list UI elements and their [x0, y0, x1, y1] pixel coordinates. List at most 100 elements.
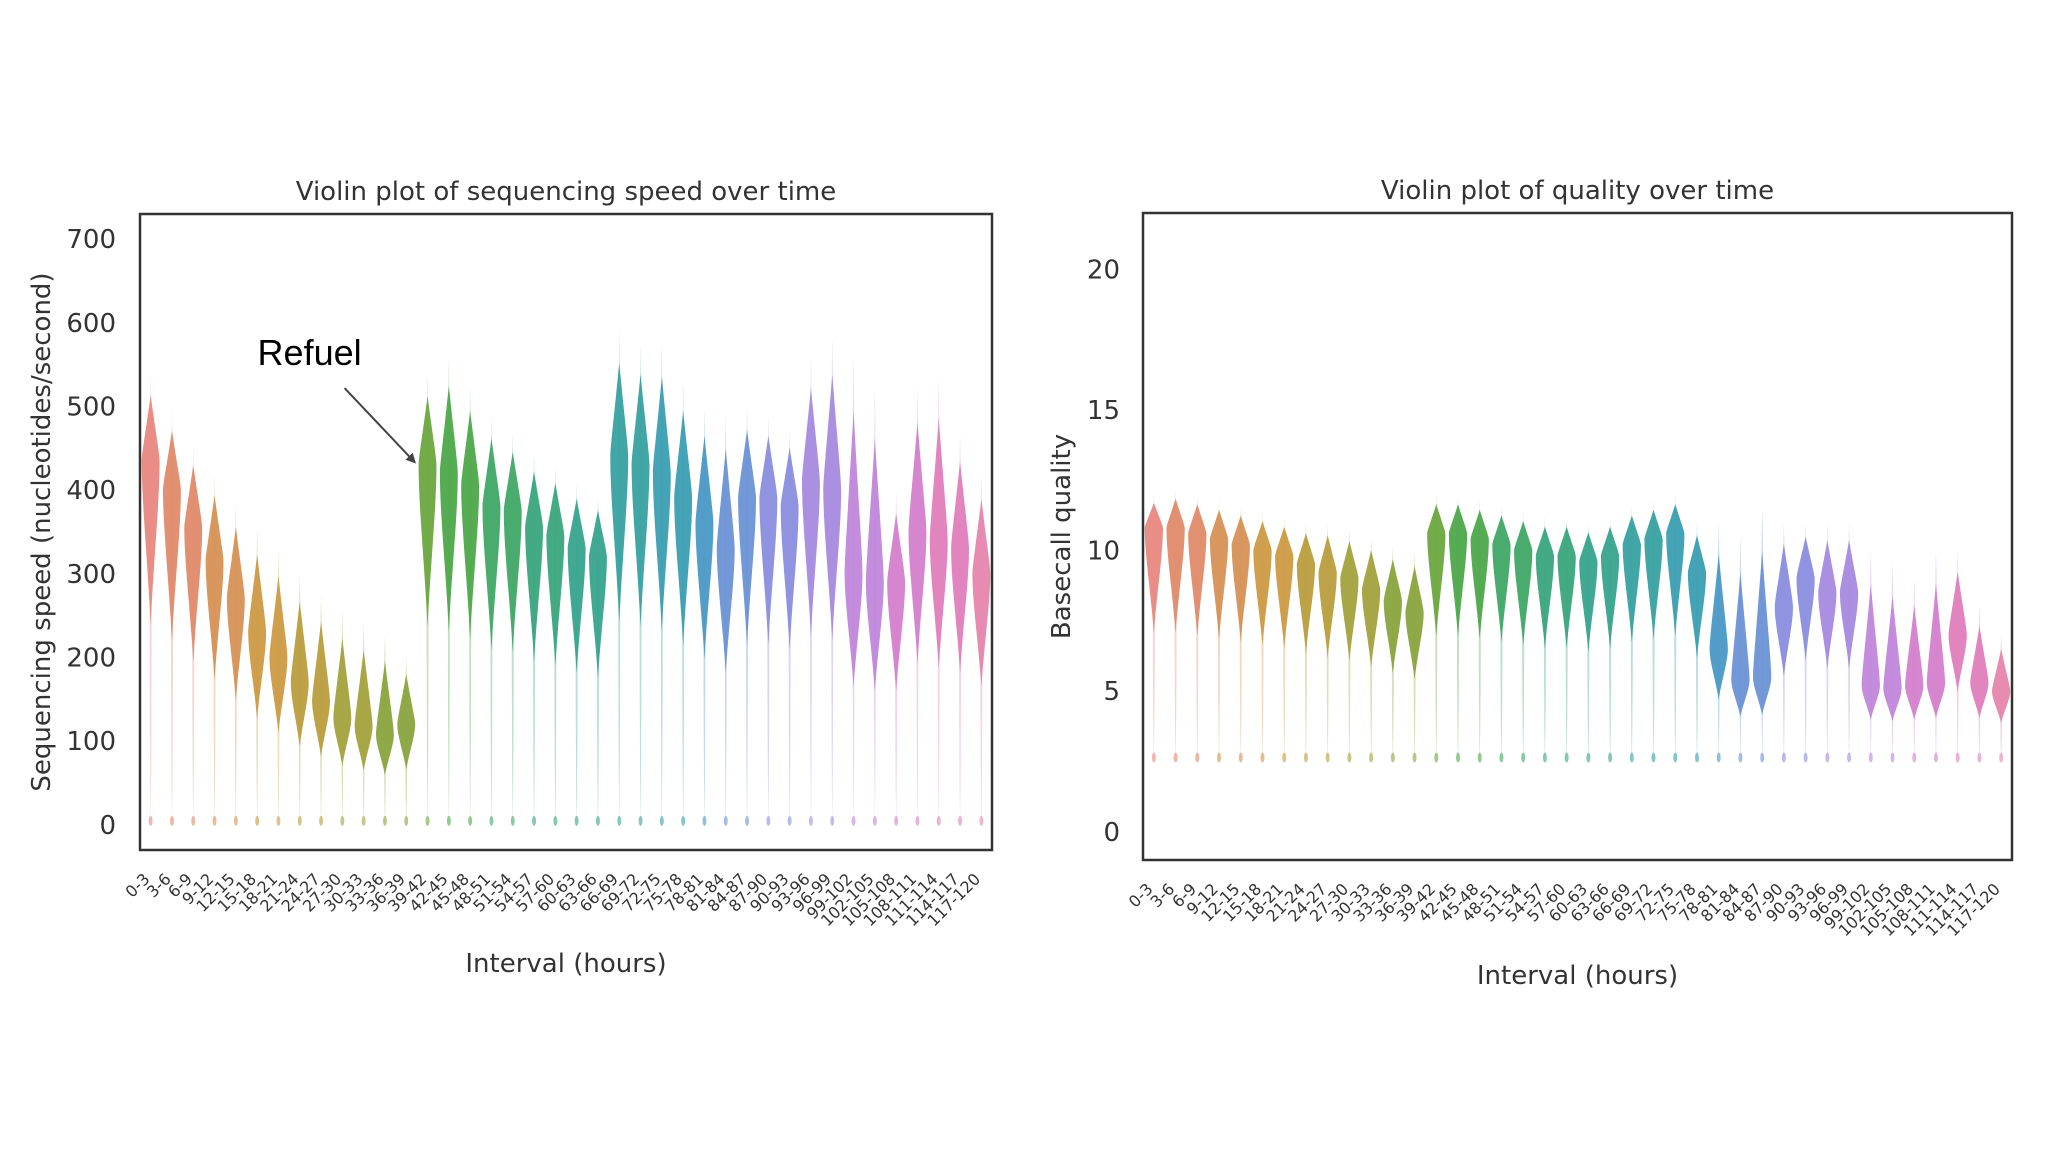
violin-27-30 — [1340, 528, 1359, 763]
violin-54-57 — [1535, 516, 1555, 763]
refuel-annotation: Refuel — [258, 332, 362, 373]
violin-111-114 — [1948, 550, 1967, 763]
violin-102-105 — [1883, 564, 1902, 763]
violin-42-45 — [439, 356, 458, 826]
violin-30-33 — [354, 624, 373, 826]
violin-93-96 — [1818, 522, 1837, 763]
violin-21-24 — [290, 573, 309, 826]
refuel-arrow — [343, 387, 416, 464]
violin-45-48 — [461, 385, 480, 826]
violin-87-90 — [1774, 522, 1794, 763]
violin-102-105 — [865, 389, 884, 826]
violin-3-6 — [1166, 488, 1185, 763]
chart-title: Violin plot of quality over time — [1381, 176, 1774, 206]
y-axis-label: Basecall quality — [1047, 434, 1077, 639]
violin-111-114 — [929, 377, 948, 826]
violin-75-78 — [674, 381, 693, 826]
y-tick-label: 100 — [66, 727, 116, 757]
violin-117-120 — [972, 473, 991, 826]
violin-6-9 — [1188, 494, 1207, 763]
violin-84-87 — [738, 406, 756, 826]
violin-117-120 — [1992, 634, 2011, 763]
y-tick-label: 0 — [1103, 818, 1120, 848]
violin-27-30 — [333, 611, 352, 826]
violin-69-72 — [1644, 499, 1663, 763]
violin-series — [141, 331, 991, 826]
violin-93-96 — [802, 356, 820, 826]
violin-108-111 — [1926, 550, 1946, 763]
x-axis-label: Interval (hours) — [465, 949, 666, 979]
violin-114-117 — [1970, 606, 1989, 763]
violin-9-12 — [1209, 499, 1229, 763]
violin-78-81 — [1709, 522, 1728, 763]
violin-12-15 — [226, 502, 245, 826]
violin-108-111 — [908, 385, 927, 826]
violin-33-36 — [376, 636, 394, 826]
violin-96-99 — [1839, 522, 1859, 763]
violin-18-21 — [1275, 516, 1294, 763]
plot-frame — [1141, 211, 2014, 862]
violin-39-42 — [1427, 494, 1446, 763]
violin-63-66 — [1600, 516, 1620, 763]
violin-45-48 — [1470, 499, 1489, 763]
violin-39-42 — [418, 373, 437, 826]
violin-114-117 — [951, 431, 969, 826]
violin-60-63 — [1579, 522, 1598, 763]
speed-violin-chart: Violin plot of sequencing speed over tim… — [27, 177, 994, 979]
violin-87-90 — [759, 414, 778, 826]
violin-15-18 — [248, 527, 267, 826]
violin-24-27 — [1318, 522, 1337, 763]
y-axis-label: Sequencing speed (nucleotides/second) — [27, 272, 57, 791]
violin-42-45 — [1448, 494, 1468, 763]
violin-81-84 — [1731, 536, 1750, 763]
violin-60-63 — [567, 481, 586, 826]
plot-frame — [138, 212, 994, 852]
y-tick-label: 600 — [66, 309, 116, 339]
y-tick-label: 10 — [1087, 537, 1120, 567]
violin-51-54 — [503, 431, 522, 826]
y-tick-label: 15 — [1087, 396, 1120, 426]
violin-57-60 — [546, 465, 565, 826]
violin-0-3 — [1144, 494, 1163, 763]
y-tick-label: 20 — [1087, 255, 1120, 285]
x-tick-labels: 0-33-66-99-1212-1515-1818-2121-2424-2727… — [1125, 879, 2004, 940]
violin-81-84 — [716, 414, 735, 826]
y-tick-label: 5 — [1103, 677, 1120, 707]
violin-75-78 — [1687, 522, 1707, 763]
violin-6-9 — [184, 444, 203, 826]
violin-21-24 — [1296, 522, 1316, 763]
violin-36-39 — [397, 657, 416, 826]
y-tick-labels: 0 100 200 300 400 500 600 700 — [66, 225, 116, 841]
violin-72-75 — [1666, 494, 1685, 763]
y-tick-label: 700 — [66, 225, 116, 255]
violin-36-39 — [1405, 550, 1424, 763]
violin-30-33 — [1361, 536, 1381, 763]
violin-51-54 — [1514, 511, 1533, 763]
violin-33-36 — [1383, 544, 1402, 763]
violin-99-102 — [1861, 550, 1880, 763]
y-tick-label: 500 — [66, 392, 116, 422]
violin-96-99 — [823, 335, 842, 826]
violin-72-75 — [652, 343, 671, 826]
violin-9-12 — [205, 473, 224, 826]
violin-54-57 — [525, 452, 543, 826]
violin-0-3 — [141, 373, 160, 826]
violin-78-81 — [695, 406, 714, 826]
y-tick-label: 200 — [66, 644, 116, 674]
x-tick-labels: 0-33-66-99-1212-1515-1818-2121-2424-2727… — [122, 869, 985, 930]
quality-violin-chart: Violin plot of quality over time 0 5 10 15 2… — [1047, 176, 2014, 991]
violin-90-93 — [1796, 522, 1815, 763]
violin-series — [1144, 488, 2011, 763]
violin-57-60 — [1557, 516, 1576, 763]
violin-84-87 — [1753, 508, 1772, 763]
violin-66-69 — [610, 331, 629, 826]
chart-title: Violin plot of sequencing speed over tim… — [296, 177, 837, 207]
violin-66-69 — [1622, 505, 1641, 763]
violin-48-51 — [1492, 505, 1511, 763]
violin-99-102 — [844, 356, 863, 826]
violin-3-6 — [163, 410, 181, 826]
violin-63-66 — [589, 494, 607, 826]
violin-48-51 — [482, 414, 501, 826]
